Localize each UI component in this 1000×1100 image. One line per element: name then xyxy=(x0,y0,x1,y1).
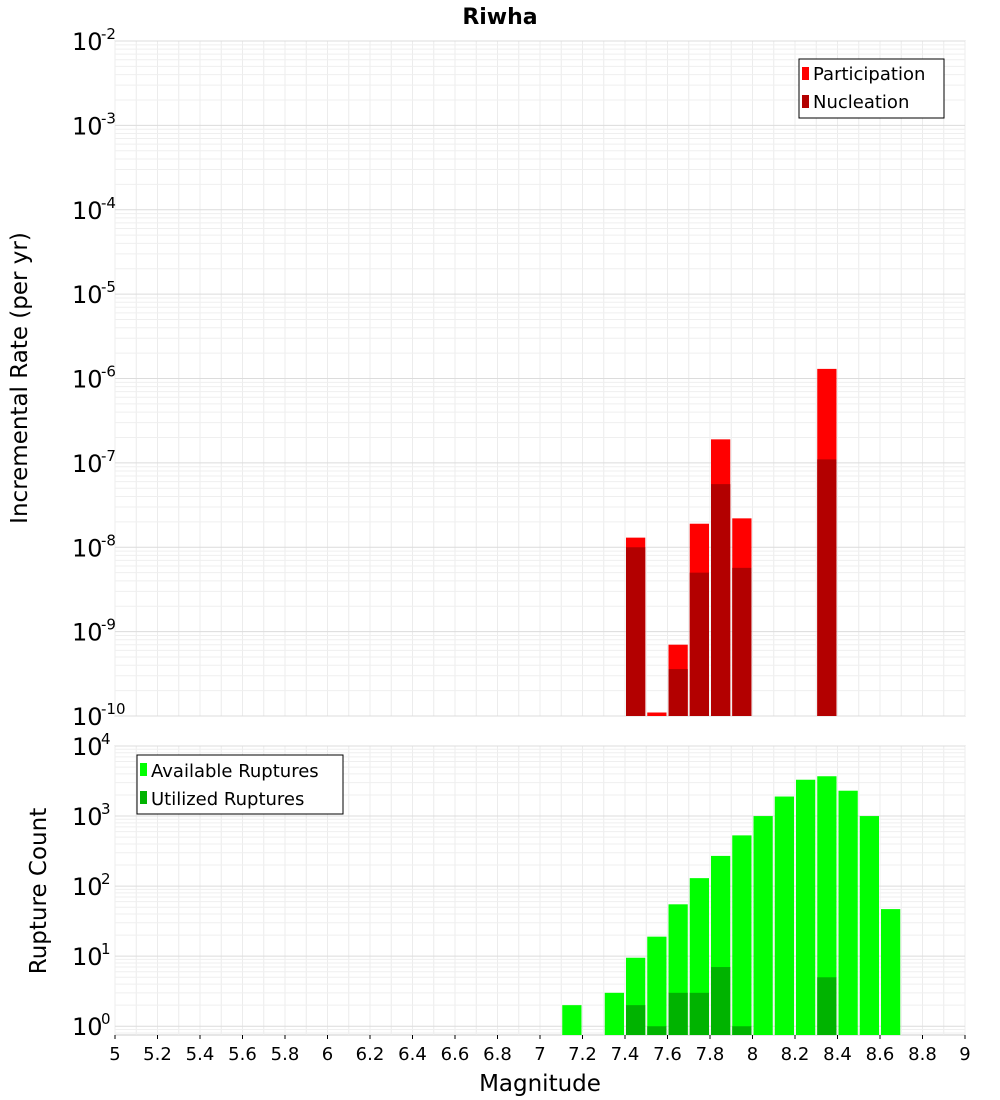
rate-y-tick-base: 10 xyxy=(72,112,103,140)
rate-bars xyxy=(626,368,837,716)
rate-y-tick-exponent: -2 xyxy=(101,25,116,43)
rate-y-tick-exponent: -5 xyxy=(101,278,116,296)
x-tick-label: 8 xyxy=(747,1044,758,1065)
x-tick-label: 9 xyxy=(959,1044,970,1065)
x-tick-label: 6.6 xyxy=(441,1044,470,1065)
count-bar-utilized-ruptures xyxy=(732,1026,752,1035)
x-tick-label: 5 xyxy=(109,1044,120,1065)
count-y-tick-base: 10 xyxy=(72,943,103,971)
rate-y-tick-exponent: -8 xyxy=(101,531,116,549)
x-axis-label: Magnitude xyxy=(479,1071,601,1097)
count-y-tick-exponent: 4 xyxy=(101,730,111,748)
count-bar-utilized-ruptures xyxy=(668,992,688,1035)
nucleation-legend-swatch xyxy=(802,95,809,108)
rate-grid xyxy=(114,40,966,717)
rate-y-tick-exponent: -10 xyxy=(101,700,126,718)
count-bar-available-ruptures xyxy=(817,776,837,1035)
rate-y-tick-exponent: -9 xyxy=(101,616,116,634)
x-tick-label: 6.4 xyxy=(398,1044,427,1065)
x-tick-label: 7.2 xyxy=(568,1044,597,1065)
x-tick-label: 6 xyxy=(322,1044,333,1065)
x-tick-label: 7.6 xyxy=(653,1044,682,1065)
rate-y-tick-base: 10 xyxy=(72,703,103,731)
x-tick-label: 6.2 xyxy=(356,1044,385,1065)
x-tick-label: 8.2 xyxy=(781,1044,810,1065)
utilized-legend-label: Utilized Ruptures xyxy=(151,789,304,810)
count-bars xyxy=(562,776,901,1035)
x-tick-label: 7.4 xyxy=(611,1044,640,1065)
count-bar-available-ruptures xyxy=(881,909,901,1035)
count-bar-utilized-ruptures xyxy=(817,977,837,1035)
x-tick-label: 5.2 xyxy=(143,1044,172,1065)
rate-bar-nucleation xyxy=(626,547,646,716)
count-y-tick-base: 10 xyxy=(72,873,103,901)
rate-bar-nucleation xyxy=(668,669,688,716)
count-y-tick-exponent: 3 xyxy=(101,800,111,818)
rate-y-tick-exponent: -6 xyxy=(101,363,116,381)
rate-y-tick-base: 10 xyxy=(72,197,103,225)
rate-bar-nucleation xyxy=(689,572,709,716)
rate-y-tick-base: 10 xyxy=(72,534,103,562)
rate-legend: Participation Nucleation xyxy=(798,58,945,119)
rate-y-tick-exponent: -4 xyxy=(101,194,116,212)
rate-y-tick-exponent: -7 xyxy=(101,447,116,465)
count-bar-available-ruptures xyxy=(838,790,858,1035)
x-tick-label: 7 xyxy=(534,1044,545,1065)
rate-y-tick-base: 10 xyxy=(72,619,103,647)
x-tick-label: 7.8 xyxy=(696,1044,725,1065)
rate-legend-box xyxy=(798,58,945,119)
rate-bar-nucleation xyxy=(817,459,837,716)
utilized-legend-swatch xyxy=(140,791,147,804)
x-tick-label: 8.6 xyxy=(866,1044,895,1065)
count-y-tick-base: 10 xyxy=(72,733,103,761)
rate-bar-nucleation xyxy=(732,567,752,716)
x-tick-label: 5.8 xyxy=(271,1044,300,1065)
count-bar-available-ruptures xyxy=(647,936,667,1035)
count-legend-box xyxy=(136,754,344,815)
participation-legend-swatch xyxy=(802,67,809,80)
rate-bar-participation xyxy=(647,712,667,716)
available-legend-label: Available Ruptures xyxy=(151,761,319,782)
count-y-tick-exponent: 1 xyxy=(101,940,111,958)
nucleation-legend-label: Nucleation xyxy=(813,92,909,113)
rate-y-tick-base: 10 xyxy=(72,28,103,56)
x-tick-label: 5.6 xyxy=(228,1044,257,1065)
count-bar-utilized-ruptures xyxy=(647,1026,667,1035)
x-tick-label: 6.8 xyxy=(483,1044,512,1065)
rate-y-tick-base: 10 xyxy=(72,366,103,394)
count-bar-utilized-ruptures xyxy=(689,992,709,1035)
rate-y-tick-base: 10 xyxy=(72,450,103,478)
count-bar-available-ruptures xyxy=(859,816,879,1035)
count-y-tick-exponent: 0 xyxy=(101,1010,111,1028)
x-tick-label: 8.8 xyxy=(908,1044,937,1065)
x-tick-label: 5.4 xyxy=(186,1044,215,1065)
count-bar-available-ruptures xyxy=(796,779,816,1035)
count-bar-available-ruptures xyxy=(774,796,794,1035)
available-legend-swatch xyxy=(140,763,147,776)
chart-title: Riwha xyxy=(462,5,537,30)
count-y-tick-exponent: 2 xyxy=(101,870,111,888)
count-bar-utilized-ruptures xyxy=(626,1005,646,1035)
x-tick-label: 8.4 xyxy=(823,1044,852,1065)
rate-y-tick-exponent: -3 xyxy=(101,109,116,127)
count-bar-available-ruptures xyxy=(604,992,624,1035)
rate-y-axis-label: Incremental Rate (per yr) xyxy=(7,232,33,524)
count-bar-utilized-ruptures xyxy=(711,967,731,1035)
count-bar-available-ruptures xyxy=(753,816,773,1035)
count-y-tick-base: 10 xyxy=(72,803,103,831)
count-y-tick-base: 10 xyxy=(72,1013,103,1041)
count-legend: Available Ruptures Utilized Ruptures xyxy=(136,754,344,815)
rate-y-tick-base: 10 xyxy=(72,281,103,309)
count-bar-available-ruptures xyxy=(732,835,752,1035)
participation-legend-label: Participation xyxy=(813,64,925,85)
count-bar-available-ruptures xyxy=(562,1005,582,1035)
magnitude-x-ticks: 5 5.2 5.4 5.6 5.8 6 6.2 6.4 6.6 6.8 7 7.2 7.4 7.6 7.8 8… xyxy=(109,1035,971,1065)
rate-bar-nucleation xyxy=(711,484,731,716)
count-y-axis-label: Rupture Count xyxy=(26,808,52,974)
